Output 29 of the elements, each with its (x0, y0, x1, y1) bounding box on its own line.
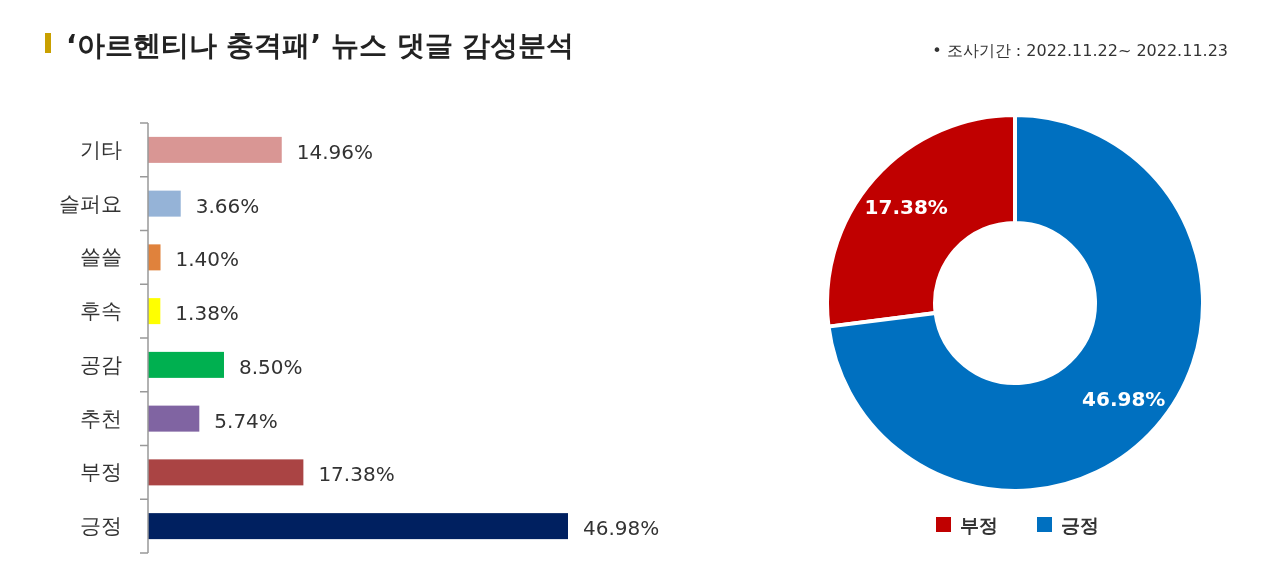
data-label: 46.98% (583, 516, 660, 541)
chart-title: ‘아르헨티나 충격패’ 뉴스 댓글 감성분석 (66, 29, 575, 62)
bar (148, 405, 200, 432)
bar (148, 513, 568, 540)
data-label: 14.96% (296, 139, 374, 164)
y-tick-label: 후속 (80, 299, 122, 324)
y-tick-label: 추천 (80, 406, 122, 431)
data-label: 3.66% (195, 193, 260, 218)
data-label: 1.40% (175, 247, 240, 272)
data-label: 5.74% (214, 408, 278, 433)
y-tick-label: 부정 (80, 460, 122, 485)
legend-label: 긍정 (1061, 514, 1099, 536)
y-tick-label: 공감 (80, 352, 122, 377)
data-label: 17.38% (864, 195, 948, 220)
bar (148, 136, 282, 163)
y-tick-label: 슬퍼요 (59, 191, 122, 216)
data-label: 46.98% (1082, 386, 1166, 411)
legend-label: 부정 (960, 514, 998, 536)
data-label: 1.38% (175, 301, 239, 326)
bar (148, 351, 224, 378)
y-tick-label: 긍정 (80, 514, 122, 539)
data-label: 17.38% (318, 462, 395, 487)
bar (148, 459, 304, 486)
bar (148, 244, 161, 271)
y-tick-label: 기타 (80, 137, 122, 162)
data-label: 8.50% (238, 354, 303, 379)
chart-subtitle: • 조사기간 : 2022.11.22~ 2022.11.23 (932, 41, 1228, 60)
y-tick-label: 쓸쓸 (80, 245, 122, 270)
bar (148, 190, 181, 217)
